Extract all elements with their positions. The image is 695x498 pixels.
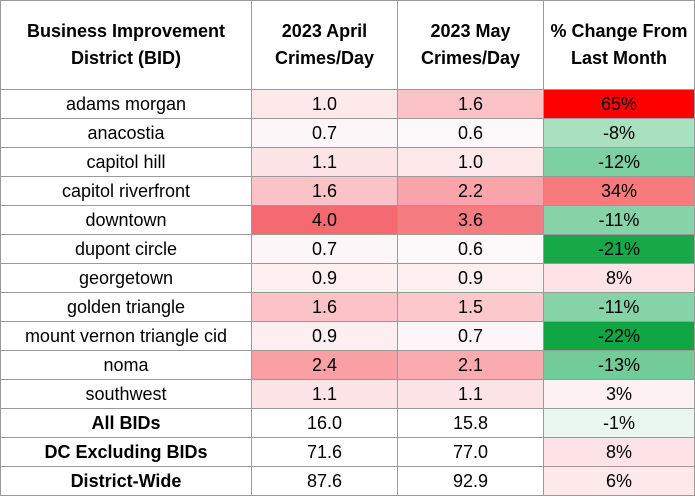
- may-value-cell: 2.2: [397, 176, 544, 206]
- change-value-cell: -11%: [543, 292, 695, 322]
- change-value-cell: -21%: [543, 234, 695, 264]
- change-value-cell: -1%: [543, 408, 695, 438]
- table-body: adams morgan 1.0 1.6 65% anacostia 0.7 0.6 -8% c…: [0, 89, 695, 496]
- bid-name-cell: adams morgan: [0, 89, 252, 119]
- table-row: adams morgan 1.0 1.6 65%: [0, 89, 695, 119]
- table-row: All BIDs 16.0 15.8 -1%: [0, 408, 695, 438]
- change-value-cell: -13%: [543, 350, 695, 380]
- bid-name-cell: downtown: [0, 205, 252, 235]
- change-value-cell: -22%: [543, 321, 695, 351]
- april-value-cell: 4.0: [251, 205, 398, 235]
- april-value-cell: 87.6: [251, 466, 398, 496]
- header-row: Business Improvement District (BID) 2023…: [0, 0, 695, 90]
- table-row: georgetown 0.9 0.9 8%: [0, 263, 695, 293]
- may-value-cell: 1.6: [397, 89, 544, 119]
- april-value-cell: 0.9: [251, 263, 398, 293]
- april-value-cell: 1.0: [251, 89, 398, 119]
- change-value-cell: 6%: [543, 466, 695, 496]
- table-row: DC Excluding BIDs 71.6 77.0 8%: [0, 437, 695, 467]
- header-april: 2023 April Crimes/Day: [251, 0, 398, 90]
- change-value-cell: 34%: [543, 176, 695, 206]
- table-row: mount vernon triangle cid 0.9 0.7 -22%: [0, 321, 695, 351]
- may-value-cell: 92.9: [397, 466, 544, 496]
- bid-name-cell: District-Wide: [0, 466, 252, 496]
- april-value-cell: 1.1: [251, 147, 398, 177]
- may-value-cell: 2.1: [397, 350, 544, 380]
- april-value-cell: 71.6: [251, 437, 398, 467]
- table-row: capitol hill 1.1 1.0 -12%: [0, 147, 695, 177]
- table-row: noma 2.4 2.1 -13%: [0, 350, 695, 380]
- change-value-cell: 8%: [543, 437, 695, 467]
- table-row: golden triangle 1.6 1.5 -11%: [0, 292, 695, 322]
- change-value-cell: -12%: [543, 147, 695, 177]
- change-value-cell: 65%: [543, 89, 695, 119]
- header-may: 2023 May Crimes/Day: [397, 0, 544, 90]
- bid-name-cell: anacostia: [0, 118, 252, 148]
- may-value-cell: 15.8: [397, 408, 544, 438]
- bid-name-cell: georgetown: [0, 263, 252, 293]
- april-value-cell: 2.4: [251, 350, 398, 380]
- table-row: downtown 4.0 3.6 -11%: [0, 205, 695, 235]
- may-value-cell: 0.6: [397, 118, 544, 148]
- may-value-cell: 0.6: [397, 234, 544, 264]
- april-value-cell: 0.7: [251, 234, 398, 264]
- may-value-cell: 0.9: [397, 263, 544, 293]
- april-value-cell: 0.9: [251, 321, 398, 351]
- table-row: southwest 1.1 1.1 3%: [0, 379, 695, 409]
- header-bid: Business Improvement District (BID): [0, 0, 252, 90]
- change-value-cell: -8%: [543, 118, 695, 148]
- table-row: District-Wide 87.6 92.9 6%: [0, 466, 695, 496]
- change-value-cell: 3%: [543, 379, 695, 409]
- change-value-cell: -11%: [543, 205, 695, 235]
- may-value-cell: 0.7: [397, 321, 544, 351]
- table-row: capitol riverfront 1.6 2.2 34%: [0, 176, 695, 206]
- april-value-cell: 16.0: [251, 408, 398, 438]
- april-value-cell: 1.6: [251, 292, 398, 322]
- april-value-cell: 0.7: [251, 118, 398, 148]
- may-value-cell: 77.0: [397, 437, 544, 467]
- may-value-cell: 1.5: [397, 292, 544, 322]
- april-value-cell: 1.6: [251, 176, 398, 206]
- change-value-cell: 8%: [543, 263, 695, 293]
- may-value-cell: 1.1: [397, 379, 544, 409]
- header-change: % Change From Last Month: [543, 0, 695, 90]
- bid-name-cell: All BIDs: [0, 408, 252, 438]
- bid-name-cell: capitol hill: [0, 147, 252, 177]
- table-row: anacostia 0.7 0.6 -8%: [0, 118, 695, 148]
- table-row: dupont circle 0.7 0.6 -21%: [0, 234, 695, 264]
- bid-name-cell: DC Excluding BIDs: [0, 437, 252, 467]
- may-value-cell: 3.6: [397, 205, 544, 235]
- bid-name-cell: capitol riverfront: [0, 176, 252, 206]
- bid-name-cell: noma: [0, 350, 252, 380]
- may-value-cell: 1.0: [397, 147, 544, 177]
- bid-name-cell: southwest: [0, 379, 252, 409]
- april-value-cell: 1.1: [251, 379, 398, 409]
- bid-name-cell: dupont circle: [0, 234, 252, 264]
- bid-name-cell: mount vernon triangle cid: [0, 321, 252, 351]
- bid-name-cell: golden triangle: [0, 292, 252, 322]
